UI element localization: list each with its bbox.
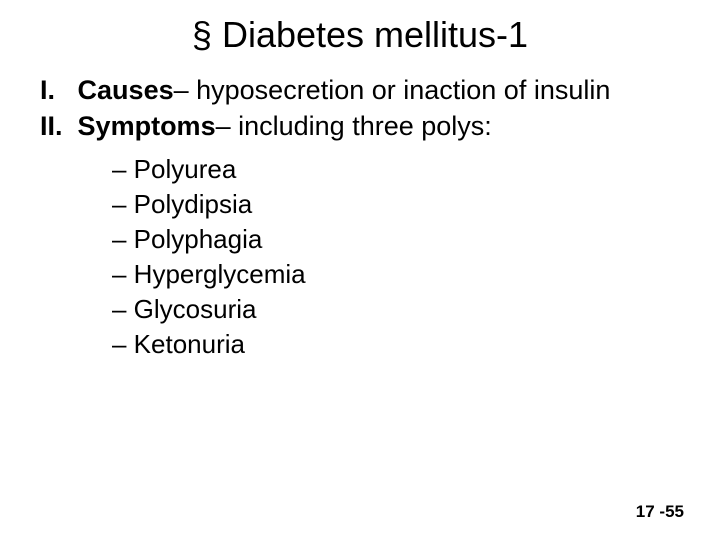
slide-container: § Diabetes mellitus-1 I. Causes– hyposec… [0, 0, 720, 540]
item-label: Causes [78, 75, 174, 105]
item-number: I. [40, 75, 55, 105]
sub-item: – Polyurea [112, 152, 680, 187]
sub-item: – Ketonuria [112, 327, 680, 362]
main-list: I. Causes– hyposecretion or inaction of … [40, 74, 680, 144]
slide-title: § Diabetes mellitus-1 [40, 14, 680, 56]
sub-item: – Polydipsia [112, 187, 680, 222]
sub-item: – Polyphagia [112, 222, 680, 257]
sub-list: – Polyurea – Polydipsia – Polyphagia – H… [40, 152, 680, 363]
sub-item: – Hyperglycemia [112, 257, 680, 292]
item-rest: – hyposecretion or inaction of insulin [174, 75, 611, 105]
item-label: Symptoms [78, 111, 216, 141]
list-item-causes: I. Causes– hyposecretion or inaction of … [40, 74, 680, 108]
page-number: 17 -55 [636, 502, 684, 522]
item-rest: – including three polys: [216, 111, 492, 141]
item-number: II. [40, 111, 63, 141]
list-item-symptoms: II. Symptoms– including three polys: [40, 110, 680, 144]
sub-item: – Glycosuria [112, 292, 680, 327]
